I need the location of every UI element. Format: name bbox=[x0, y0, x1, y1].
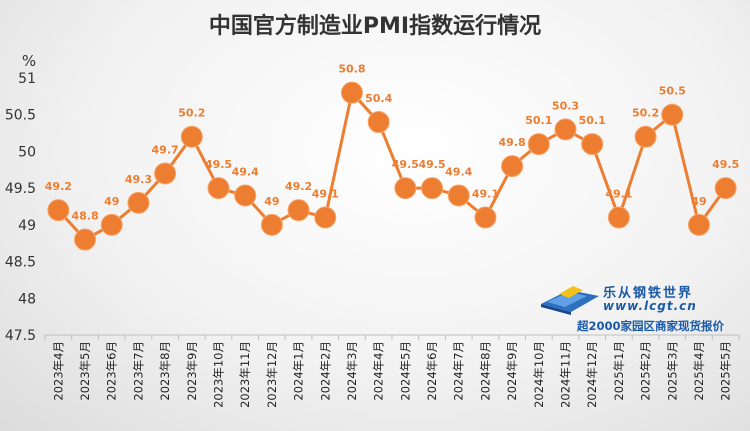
y-tick-label: 47.5 bbox=[5, 328, 36, 344]
x-tick-label: 2023年5月 bbox=[78, 341, 92, 401]
x-tick-label: 2024年6月 bbox=[425, 341, 439, 401]
data-point bbox=[394, 177, 417, 200]
data-point bbox=[287, 199, 310, 222]
data-point bbox=[314, 206, 337, 229]
data-point bbox=[154, 162, 177, 185]
data-point bbox=[207, 177, 230, 200]
data-label: 50.1 bbox=[579, 114, 606, 127]
x-tick-label: 2023年10月 bbox=[212, 341, 226, 408]
data-point bbox=[501, 155, 524, 178]
data-point bbox=[607, 206, 630, 229]
y-tick-label: 48 bbox=[18, 291, 36, 307]
data-point bbox=[340, 81, 363, 104]
data-label: 49 bbox=[264, 195, 279, 208]
data-label: 50.1 bbox=[525, 114, 552, 127]
data-point bbox=[687, 213, 710, 236]
y-tick-label: 49 bbox=[18, 218, 36, 234]
data-label: 49.1 bbox=[472, 188, 499, 201]
data-point bbox=[714, 177, 737, 200]
x-tick-label: 2024年1月 bbox=[292, 341, 306, 401]
data-label: 49.7 bbox=[152, 143, 179, 156]
data-label: 49.8 bbox=[499, 136, 526, 149]
data-point bbox=[527, 133, 550, 156]
data-label: 49.5 bbox=[205, 158, 232, 171]
data-label: 50.8 bbox=[338, 63, 365, 76]
data-label: 50.2 bbox=[632, 107, 659, 120]
x-tick-label: 2025年2月 bbox=[639, 341, 653, 401]
data-label: 49.5 bbox=[418, 158, 445, 171]
data-point bbox=[260, 213, 283, 236]
data-label: 49.1 bbox=[312, 188, 339, 201]
data-label: 49 bbox=[104, 195, 119, 208]
data-label: 49.2 bbox=[285, 180, 312, 193]
data-label: 49.1 bbox=[605, 188, 632, 201]
data-point bbox=[180, 125, 203, 148]
x-tick-label: 2024年11月 bbox=[559, 341, 573, 408]
x-tick-label: 2025年5月 bbox=[719, 341, 733, 401]
data-point bbox=[421, 177, 444, 200]
x-tick-label: 2023年4月 bbox=[51, 341, 65, 401]
data-point bbox=[634, 125, 657, 148]
data-point bbox=[367, 111, 390, 134]
data-label: 48.8 bbox=[71, 210, 98, 223]
data-point bbox=[554, 118, 577, 141]
x-tick-label: 2025年3月 bbox=[665, 341, 679, 401]
x-tick-label: 2023年11月 bbox=[238, 341, 252, 408]
y-tick-label: 48.5 bbox=[5, 255, 36, 271]
data-label: 50.4 bbox=[365, 92, 392, 105]
x-tick-label: 2023年9月 bbox=[185, 341, 199, 401]
x-tick-label: 2024年8月 bbox=[478, 341, 492, 401]
data-label: 50.3 bbox=[552, 99, 579, 112]
data-point bbox=[47, 199, 70, 222]
data-label: 49.4 bbox=[232, 165, 259, 178]
chart-title: 中国官方制造业PMI指数运行情况 bbox=[208, 14, 542, 39]
x-tick-label: 2024年12月 bbox=[585, 341, 599, 408]
x-tick-label: 2023年6月 bbox=[105, 341, 119, 401]
data-label: 50.2 bbox=[178, 107, 205, 120]
data-point bbox=[474, 206, 497, 229]
x-tick-label: 2024年3月 bbox=[345, 341, 359, 401]
data-label: 50.5 bbox=[659, 85, 686, 98]
y-tick-label: 50.5 bbox=[5, 108, 36, 124]
data-point bbox=[447, 184, 470, 207]
logo: 乐从钢铁世界 www.lcgt.cn 超2000家园区商家现货报价 bbox=[539, 282, 724, 334]
data-label: 49.5 bbox=[392, 158, 419, 171]
data-point bbox=[100, 213, 123, 236]
x-tick-label: 2023年7月 bbox=[131, 341, 145, 401]
x-tick-label: 2024年5月 bbox=[398, 341, 412, 401]
logo-tagline: 超2000家园区商家现货报价 bbox=[576, 319, 724, 333]
data-point bbox=[74, 228, 97, 251]
data-label: 49 bbox=[691, 195, 706, 208]
data-point bbox=[234, 184, 257, 207]
data-label: 49.4 bbox=[445, 165, 472, 178]
y-tick-label: 50 bbox=[18, 144, 36, 160]
x-tick-label: 2023年12月 bbox=[265, 341, 279, 408]
logo-name: 乐从钢铁世界 bbox=[603, 286, 694, 301]
data-point bbox=[127, 191, 150, 214]
x-tick-label: 2024年2月 bbox=[318, 341, 332, 401]
logo-url: www.lcgt.cn bbox=[603, 299, 697, 313]
data-point bbox=[581, 133, 604, 156]
x-tick-label: 2024年4月 bbox=[372, 341, 386, 401]
x-tick-label: 2024年7月 bbox=[452, 341, 466, 401]
y-tick-label: 49.5 bbox=[5, 181, 36, 197]
data-label: 49.5 bbox=[712, 158, 739, 171]
data-label: 49.2 bbox=[45, 180, 72, 193]
y-axis-unit: % bbox=[22, 52, 36, 70]
steel-logo-icon bbox=[541, 286, 599, 315]
y-tick-label: 51 bbox=[18, 71, 36, 87]
x-tick-label: 2024年10月 bbox=[532, 341, 546, 408]
data-point bbox=[661, 103, 684, 126]
data-label: 49.3 bbox=[125, 173, 152, 186]
x-tick-label: 2023年8月 bbox=[158, 341, 172, 401]
x-tick-label: 2024年9月 bbox=[505, 341, 519, 401]
x-tick-label: 2025年4月 bbox=[692, 341, 706, 401]
x-tick-label: 2025年1月 bbox=[612, 341, 626, 401]
